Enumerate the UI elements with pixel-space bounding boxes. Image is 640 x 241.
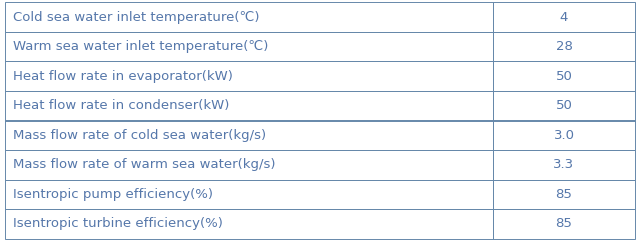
Bar bbox=[5, 2, 493, 32]
Bar bbox=[493, 91, 635, 120]
Bar bbox=[5, 180, 493, 209]
Bar bbox=[493, 209, 635, 239]
Bar bbox=[5, 180, 493, 209]
Bar bbox=[5, 209, 493, 239]
Text: Isentropic turbine efficiency(%): Isentropic turbine efficiency(%) bbox=[13, 217, 223, 230]
Text: 3.3: 3.3 bbox=[554, 158, 575, 171]
Bar bbox=[5, 32, 493, 61]
Bar bbox=[5, 91, 493, 120]
Text: 4: 4 bbox=[560, 11, 568, 24]
Text: Mass flow rate of cold sea water(kg/s): Mass flow rate of cold sea water(kg/s) bbox=[13, 129, 266, 142]
Bar bbox=[5, 32, 493, 61]
Text: Heat flow rate in condenser(kW): Heat flow rate in condenser(kW) bbox=[13, 99, 229, 112]
Bar bbox=[5, 2, 493, 32]
Bar bbox=[5, 209, 493, 239]
Bar bbox=[493, 120, 635, 150]
Bar bbox=[493, 209, 635, 239]
Bar bbox=[5, 150, 493, 180]
Bar bbox=[5, 61, 493, 91]
Text: Isentropic pump efficiency(%): Isentropic pump efficiency(%) bbox=[13, 188, 212, 201]
Bar bbox=[493, 180, 635, 209]
Bar bbox=[493, 32, 635, 61]
Text: Heat flow rate in evaporator(kW): Heat flow rate in evaporator(kW) bbox=[13, 70, 233, 83]
Bar bbox=[493, 180, 635, 209]
Bar bbox=[493, 150, 635, 180]
Bar bbox=[5, 120, 493, 150]
Bar bbox=[493, 120, 635, 150]
Bar bbox=[5, 150, 493, 180]
Bar bbox=[5, 61, 493, 91]
Text: 85: 85 bbox=[556, 188, 572, 201]
Text: 3.0: 3.0 bbox=[554, 129, 575, 142]
Text: Warm sea water inlet temperature(℃): Warm sea water inlet temperature(℃) bbox=[13, 40, 268, 53]
Text: 50: 50 bbox=[556, 99, 572, 112]
Bar bbox=[493, 150, 635, 180]
Bar bbox=[493, 61, 635, 91]
Bar bbox=[493, 2, 635, 32]
Text: 85: 85 bbox=[556, 217, 572, 230]
Bar bbox=[5, 91, 493, 120]
Bar bbox=[493, 2, 635, 32]
Text: Mass flow rate of warm sea water(kg/s): Mass flow rate of warm sea water(kg/s) bbox=[13, 158, 275, 171]
Bar bbox=[5, 120, 493, 150]
Bar bbox=[493, 61, 635, 91]
Text: 28: 28 bbox=[556, 40, 572, 53]
Bar bbox=[493, 32, 635, 61]
Bar bbox=[493, 91, 635, 120]
Text: 50: 50 bbox=[556, 70, 572, 83]
Text: Cold sea water inlet temperature(℃): Cold sea water inlet temperature(℃) bbox=[13, 11, 259, 24]
